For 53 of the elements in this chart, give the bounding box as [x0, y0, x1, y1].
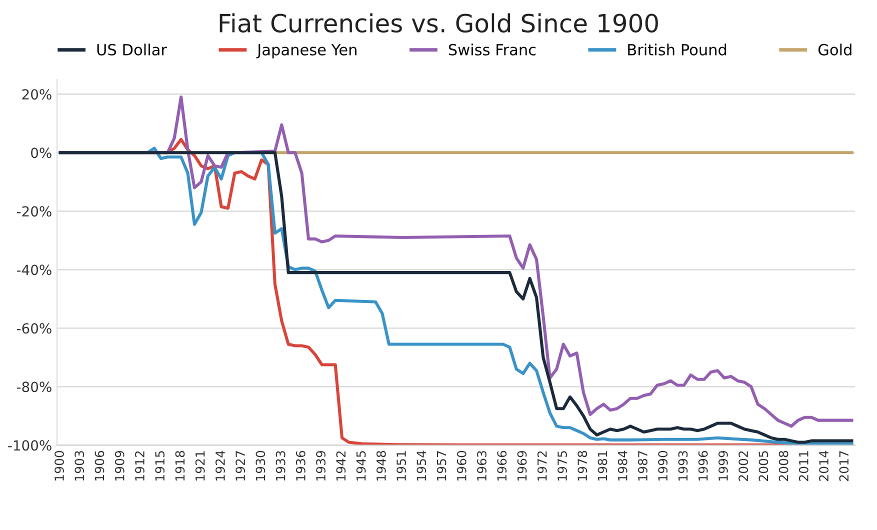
x-tick-label: 2008 — [778, 450, 788, 481]
x-tick-label: 2002 — [738, 451, 748, 481]
x-tick-label: 2005 — [758, 451, 768, 481]
x-tick-label: 1990 — [658, 450, 668, 480]
x-tick-label: 1912 — [135, 451, 144, 480]
x-tick-label: 2017 — [839, 451, 849, 481]
x-tick-label: 2014 — [819, 450, 829, 481]
x-tick-label: 1921 — [195, 451, 205, 480]
x-tick-label: 1948 — [376, 450, 386, 480]
x-tick-label: 1984 — [618, 450, 628, 480]
y-tick-label: -40% — [16, 264, 52, 276]
x-tick-label: 1906 — [94, 450, 104, 480]
x-tick-label: 1951 — [396, 451, 406, 480]
x-tick-label: 1987 — [638, 451, 648, 480]
legend-label: Japanese Yen — [256, 44, 356, 58]
y-tick-label: 0% — [31, 148, 52, 158]
x-tick-label: 1978 — [578, 450, 588, 480]
x-tick-label: 1930 — [256, 450, 266, 480]
x-tick-label: 1960 — [456, 450, 466, 480]
x-tick-label: 1918 — [175, 450, 185, 480]
legend-label: Swiss Franc — [448, 44, 536, 56]
y-tick-label: -20% — [16, 206, 52, 217]
x-tick-label: 1957 — [436, 451, 446, 480]
x-tick-label: 1993 — [678, 451, 688, 480]
legend-label: US Dollar — [97, 44, 167, 56]
x-tick-label: 1927 — [236, 451, 246, 480]
x-tick-label: 1909 — [114, 450, 124, 480]
legend-label: British Pound — [628, 44, 726, 56]
x-tick-label: 1933 — [276, 451, 286, 480]
x-tick-label: 1969 — [517, 450, 527, 480]
x-tick-label: 1954 — [416, 450, 426, 480]
y-tick-label: -100% — [8, 440, 52, 451]
x-tick-label: 1924 — [215, 450, 225, 480]
x-tick-label: 1945 — [356, 451, 366, 480]
y-tick-label: -60% — [16, 323, 52, 334]
x-tick-label: 1942 — [336, 451, 346, 480]
chart-title: Fiat Currencies vs. Gold Since 1900 — [220, 13, 658, 33]
y-tick-label: 20% — [22, 89, 52, 100]
legend-label: Gold — [818, 44, 852, 56]
x-tick-label: 1939 — [316, 450, 326, 480]
x-tick-label: 1900 — [54, 450, 64, 480]
x-tick-label: 1915 — [155, 451, 165, 480]
x-tick-label: 1981 — [598, 451, 608, 480]
x-tick-label: 1999 — [718, 450, 728, 480]
x-tick-label: 1936 — [296, 450, 306, 480]
x-tick-label: 1972 — [537, 451, 547, 480]
x-tick-label: 2011 — [798, 451, 808, 481]
x-tick-label: 1963 — [477, 451, 486, 480]
x-tick-label: 1996 — [698, 450, 708, 480]
x-tick-label: 1966 — [497, 450, 507, 480]
x-tick-label: 1975 — [558, 451, 567, 480]
x-tick-label: 1903 — [74, 451, 84, 480]
y-tick-label: -80% — [16, 382, 52, 392]
